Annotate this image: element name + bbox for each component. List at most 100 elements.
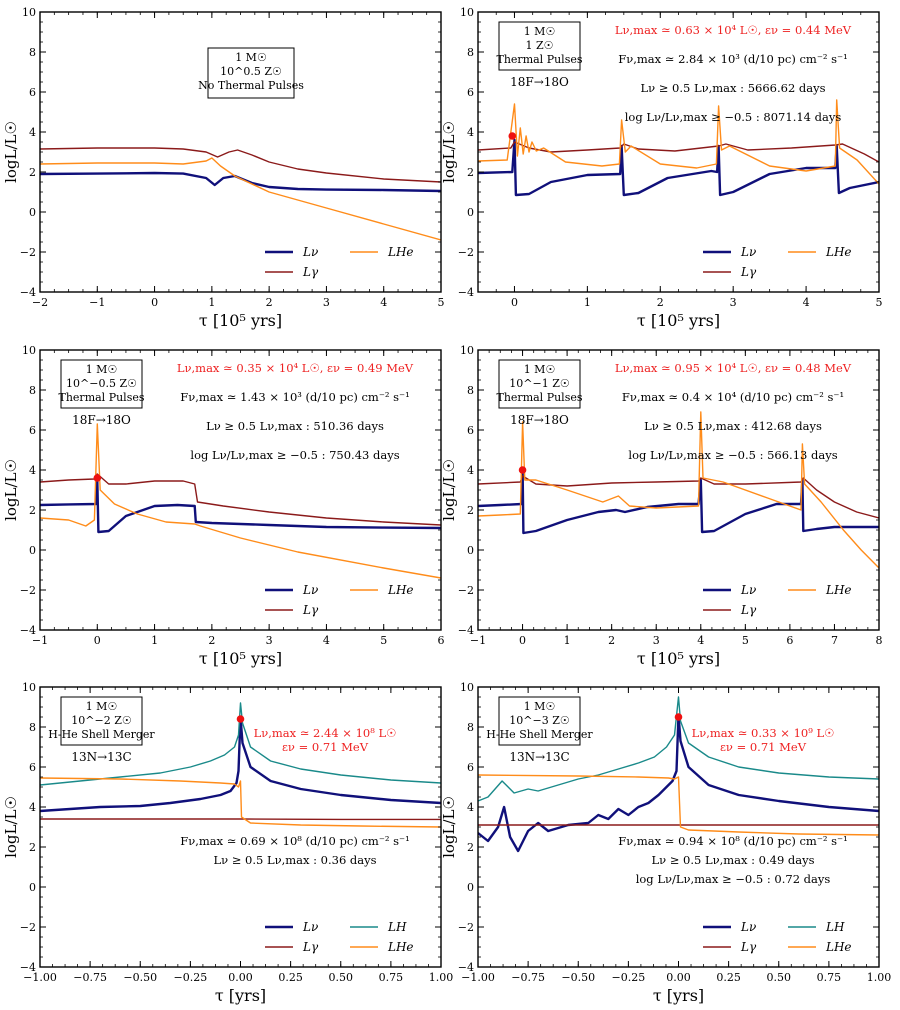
- y-tick-label: 4: [467, 126, 474, 139]
- y-tick-label: 0: [467, 544, 474, 557]
- annotation: log Lν/Lν,max ≥ −0.5 : 566.13 days: [628, 448, 837, 462]
- legend-label-nu: Lν: [302, 245, 318, 259]
- x-tick-label: −0.25: [174, 971, 208, 984]
- x-tick-label: 1: [151, 634, 158, 647]
- legend-label-He: LHe: [825, 583, 852, 597]
- legend-label-nu: Lν: [302, 920, 318, 934]
- x-tick-label: 5: [742, 634, 749, 647]
- info-box-line: 10^−0.5 Z☉: [66, 377, 137, 390]
- x-tick-label: 0.75: [379, 971, 404, 984]
- y-tick-label: −4: [458, 624, 474, 637]
- y-tick-label: −4: [20, 961, 36, 974]
- legend-label-He: LHe: [387, 940, 414, 954]
- info-box-line: 1 M☉: [524, 363, 556, 376]
- x-tick-label: 4: [803, 296, 810, 309]
- x-tick-label: −1: [32, 634, 48, 647]
- reaction-label: 18F→18O: [510, 413, 569, 427]
- annotation: Fν,max ≃ 0.69 × 10⁸ (d/10 pc) cm⁻² s⁻¹: [180, 834, 410, 848]
- y-tick-label: 0: [467, 881, 474, 894]
- red-annotation: εν = 0.71 MeV: [720, 740, 807, 754]
- series-line-He: [478, 411, 879, 569]
- y-tick-label: 4: [29, 464, 36, 477]
- legend-label-gamma: Lγ: [740, 940, 757, 954]
- series-line-nu: [40, 478, 441, 534]
- panel-p6: −4 −2 0 2 4 6 8 10 −1.00 −0.75 −0.50 −0.25 0.00 0.25 0…: [440, 681, 891, 1005]
- y-tick-label: 6: [29, 424, 36, 437]
- legend-label-He: LHe: [825, 245, 852, 259]
- annotation: Fν,max ≃ 0.4 × 10⁴ (d/10 pc) cm⁻² s⁻¹: [622, 390, 844, 404]
- x-tick-label: 1: [208, 296, 215, 309]
- y-tick-label: 0: [29, 544, 36, 557]
- legend-label-H: LH: [825, 920, 845, 934]
- reaction-label: 18F→18O: [510, 75, 569, 89]
- series-line-nu: [478, 468, 879, 535]
- x-tick-label: 7: [831, 634, 838, 647]
- reaction-label: 13N→13C: [509, 750, 569, 764]
- series-line-nu: [478, 138, 879, 197]
- legend-label-nu: Lν: [302, 583, 318, 597]
- x-tick-label: 0: [151, 296, 158, 309]
- annotation: log Lν/Lν,max ≥ −0.5 : 750.43 days: [190, 448, 399, 462]
- series-line-He: [478, 99, 879, 185]
- y-tick-label: −2: [20, 921, 36, 934]
- y-tick-label: 8: [29, 721, 36, 734]
- info-box-line: 10^−1 Z☉: [509, 377, 569, 390]
- y-tick-label: 8: [467, 384, 474, 397]
- y-tick-label: 2: [467, 504, 474, 517]
- legend-label-He: LHe: [387, 245, 414, 259]
- y-tick-label: 0: [29, 206, 36, 219]
- red-annotation: εν = 0.71 MeV: [282, 740, 369, 754]
- x-tick-label: −0.75: [73, 971, 107, 984]
- info-box-line: 1 M☉: [524, 25, 556, 38]
- y-tick-label: 10: [22, 344, 36, 357]
- y-tick-label: 6: [29, 761, 36, 774]
- peak-marker: [236, 715, 245, 723]
- x-tick-label: 0.50: [329, 971, 354, 984]
- y-axis-label: logL/L☉: [2, 796, 20, 858]
- series-group: [478, 99, 879, 197]
- annotation: log Lν/Lν,max ≥ −0.5 : 0.72 days: [636, 872, 831, 886]
- y-axis-label: logL/L☉: [440, 121, 458, 183]
- legend-label-H: LH: [387, 920, 407, 934]
- series-group: [478, 696, 879, 853]
- y-tick-label: 10: [22, 681, 36, 694]
- info-box-line: 1 M☉: [235, 51, 267, 64]
- y-tick-label: −2: [458, 246, 474, 259]
- x-tick-label: −1.00: [461, 971, 495, 984]
- x-tick-label: 5: [876, 296, 883, 309]
- x-tick-label: 1.00: [429, 971, 454, 984]
- y-tick-label: 8: [29, 46, 36, 59]
- x-tick-label: −0.25: [612, 971, 646, 984]
- x-tick-label: 1.00: [867, 971, 892, 984]
- info-box-line: Thermal Pulses: [59, 391, 145, 404]
- x-tick-label: 5: [438, 296, 445, 309]
- y-tick-label: 6: [467, 424, 474, 437]
- annotation: Lν ≥ 0.5 Lν,max : 510.36 days: [206, 419, 384, 433]
- x-tick-label: 0.25: [716, 971, 741, 984]
- series-line-He: [40, 423, 441, 579]
- annotation: Fν,max ≃ 2.84 × 10³ (d/10 pc) cm⁻² s⁻¹: [618, 52, 848, 66]
- y-tick-label: 6: [467, 761, 474, 774]
- legend-label-gamma: Lγ: [302, 940, 319, 954]
- red-annotation: Lν,max ≃ 0.35 × 10⁴ L☉, εν = 0.49 MeV: [177, 361, 414, 375]
- annotation: Lν ≥ 0.5 Lν,max : 0.36 days: [213, 853, 376, 867]
- info-box-line: No Thermal Pulses: [198, 79, 304, 92]
- x-tick-label: 4: [697, 634, 704, 647]
- y-tick-label: 6: [467, 86, 474, 99]
- peak-marker: [508, 132, 517, 140]
- y-tick-label: −4: [20, 286, 36, 299]
- peak-marker: [93, 474, 102, 482]
- x-tick-label: 1: [564, 634, 571, 647]
- y-tick-label: 10: [460, 681, 474, 694]
- x-tick-label: 3: [266, 634, 273, 647]
- y-tick-label: 4: [29, 801, 36, 814]
- y-tick-label: −2: [20, 246, 36, 259]
- y-tick-label: 2: [29, 166, 36, 179]
- series-line-nu: [40, 171, 441, 193]
- series-line-gamma: [478, 475, 879, 519]
- y-tick-label: −2: [458, 584, 474, 597]
- info-box: [498, 696, 581, 746]
- x-tick-label: 2: [608, 634, 615, 647]
- annotation: Fν,max ≃ 0.94 × 10⁸ (d/10 pc) cm⁻² s⁻¹: [618, 834, 848, 848]
